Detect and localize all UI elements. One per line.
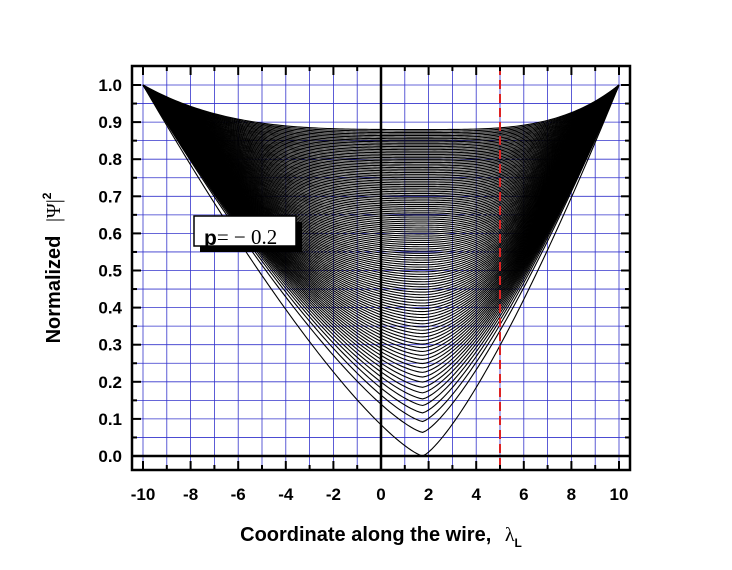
x-tick-label: 4	[471, 485, 481, 504]
y-tick-label: 1.0	[98, 76, 122, 95]
y-tick-label: 0.2	[98, 373, 122, 392]
y-tick-label: 0.3	[98, 336, 122, 355]
y-axis-title: Normalized |Ψ|2	[40, 192, 65, 343]
y-tick-label: 0.4	[98, 299, 122, 318]
reference-lines	[132, 66, 630, 470]
x-tick-label: 10	[610, 485, 629, 504]
svg-text:p= − 0.2: p= − 0.2	[204, 225, 277, 250]
x-axis-symbol: λ	[505, 524, 515, 546]
y-axis-title-text: Normalized	[43, 236, 65, 344]
annotation-param: p	[204, 227, 217, 250]
annotation-value: = − 0.2	[217, 225, 277, 249]
axes-frame	[130, 64, 632, 472]
x-tick-label: 6	[519, 485, 528, 504]
y-axis-symbol: |Ψ|	[43, 199, 65, 222]
annotation-box: p= − 0.2	[193, 215, 302, 252]
x-axis-title: Coordinate along the wire, λL	[240, 524, 522, 550]
x-tick-label: 2	[424, 485, 433, 504]
x-axis-subscript: L	[515, 536, 522, 550]
y-axis-superscript: 2	[40, 192, 54, 199]
x-tick-label: -4	[278, 485, 294, 504]
y-tick-label: 0.6	[98, 224, 122, 243]
y-tick-label: 0.0	[98, 447, 122, 466]
x-tick-label: -10	[131, 485, 156, 504]
x-tick-label: -6	[231, 485, 246, 504]
y-tick-label: 0.9	[98, 113, 122, 132]
y-tick-label: 0.5	[98, 262, 122, 281]
x-axis-title-text: Coordinate along the wire,	[240, 524, 491, 546]
y-tick-label: 0.1	[98, 410, 122, 429]
tick-labels: -10 -8 -6 -4 -2 0 2 4 6 8 10 0.0 0.1 0.2 0.3 0.4 0.5 0.6 0…	[98, 76, 628, 504]
x-tick-label: 0	[376, 485, 385, 504]
x-tick-label: 8	[567, 485, 576, 504]
y-tick-label: 0.7	[98, 187, 122, 206]
x-tick-label: -8	[183, 485, 198, 504]
x-tick-label: -2	[326, 485, 341, 504]
y-tick-label: 0.8	[98, 150, 122, 169]
